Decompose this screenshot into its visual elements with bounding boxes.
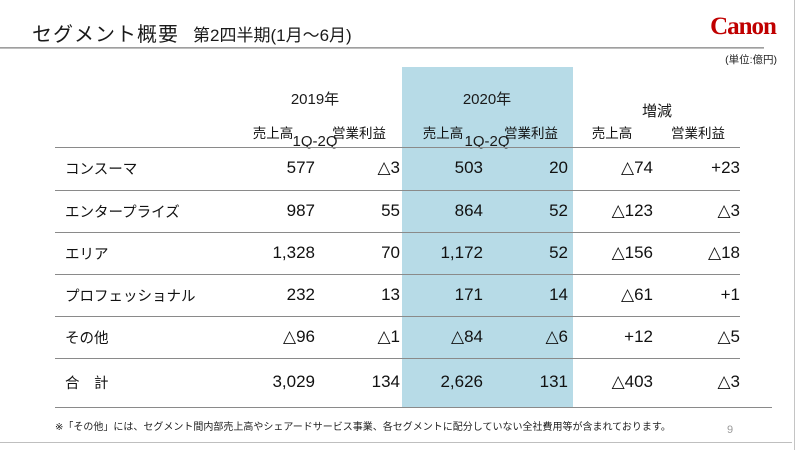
column-group-2019-sublabel: 1Q-2Q — [292, 133, 338, 150]
highlight-band-2020 — [402, 67, 573, 408]
column-header-change-sales: 売上高 — [591, 126, 633, 141]
table-cell: 20 — [549, 158, 568, 177]
title-divider — [0, 47, 764, 49]
footnote: ※「その他」には、セグメント間内部売上高やシェアードサービス事業、各セグメントに… — [55, 422, 671, 433]
table-cell: △3 — [377, 158, 400, 177]
column-group-change-label: 増減 — [641, 103, 672, 120]
table-cell: 171 — [454, 285, 483, 304]
table-cell: 987 — [286, 201, 315, 220]
table-cell: 577 — [286, 158, 315, 177]
column-header-2019-sales: 売上高 — [252, 126, 294, 141]
table-cell: 55 — [381, 201, 400, 220]
row-label-others: その他 — [65, 331, 109, 347]
column-group-change: 増減 — [582, 80, 732, 143]
canon-logo: Canon — [710, 13, 777, 40]
table-cell: 2,626 — [440, 372, 483, 391]
table-cell: 14 — [549, 285, 568, 304]
table-cell: +23 — [711, 158, 740, 177]
page-number: 9 — [726, 424, 734, 436]
row-label-enterprise: エンタープライズ — [65, 205, 180, 221]
table-cell: △18 — [708, 243, 740, 262]
page-title: セグメント概要 第2四半期(1月〜6月) — [32, 18, 352, 47]
table-cell: +12 — [624, 327, 653, 346]
table-cell: △74 — [621, 158, 653, 177]
table-cell: 70 — [381, 243, 400, 262]
table-divider — [55, 147, 740, 148]
slide-right-border — [794, 0, 795, 450]
table-cell: △96 — [283, 327, 315, 346]
table-cell: △5 — [717, 327, 740, 346]
table-cell: △3 — [717, 201, 740, 220]
column-header-2019-profit: 営業利益 — [332, 126, 386, 141]
column-group-2020-sublabel: 1Q-2Q — [464, 133, 510, 150]
table-cell: 503 — [454, 158, 483, 177]
column-header-2020-profit: 営業利益 — [504, 126, 558, 141]
table-cell: 3,029 — [272, 372, 315, 391]
table-cell: 52 — [549, 243, 568, 262]
table-divider — [55, 232, 740, 233]
column-group-2019-label: 2019年 — [290, 91, 340, 108]
table-cell: △403 — [611, 372, 653, 391]
column-group-2020-label: 2020年 — [462, 91, 512, 108]
table-cell: 13 — [381, 285, 400, 304]
table-cell: 232 — [286, 285, 315, 304]
column-group-2019: 2019年 1Q-2Q — [240, 68, 390, 173]
table-cell: △84 — [451, 327, 483, 346]
table-cell: △123 — [611, 201, 653, 220]
column-header-2020-sales: 売上高 — [422, 126, 464, 141]
row-label-total: 合 計 — [65, 376, 109, 392]
row-label-area: エリア — [65, 247, 109, 263]
table-cell: △61 — [621, 285, 653, 304]
table-cell: 134 — [371, 372, 400, 391]
table-cell: +1 — [720, 285, 740, 304]
table-divider — [55, 274, 740, 275]
column-group-2020: 2020年 1Q-2Q — [412, 68, 562, 173]
table-cell: 864 — [454, 201, 483, 220]
table-divider — [55, 190, 740, 191]
unit-note: (単位:億円) — [725, 54, 777, 66]
page-title-sub: 第2四半期(1月〜6月) — [193, 26, 352, 45]
table-cell: △3 — [717, 372, 740, 391]
row-label-professional: プロフェッショナル — [65, 289, 196, 305]
table-cell: 131 — [539, 372, 568, 391]
table-cell: 52 — [549, 201, 568, 220]
table-cell: 1,172 — [440, 243, 483, 262]
table-cell: △156 — [611, 243, 653, 262]
table-bottom-divider — [55, 407, 772, 408]
table-divider — [55, 316, 740, 317]
table-cell: 1,328 — [272, 243, 315, 262]
table-cell: △1 — [377, 327, 400, 346]
footer-divider — [0, 442, 792, 443]
row-label-consumer: コンスーマ — [65, 162, 138, 178]
table-divider — [55, 358, 740, 359]
table-cell: △6 — [545, 327, 568, 346]
page-title-main: セグメント概要 — [32, 24, 179, 46]
column-header-change-profit: 営業利益 — [671, 126, 725, 141]
